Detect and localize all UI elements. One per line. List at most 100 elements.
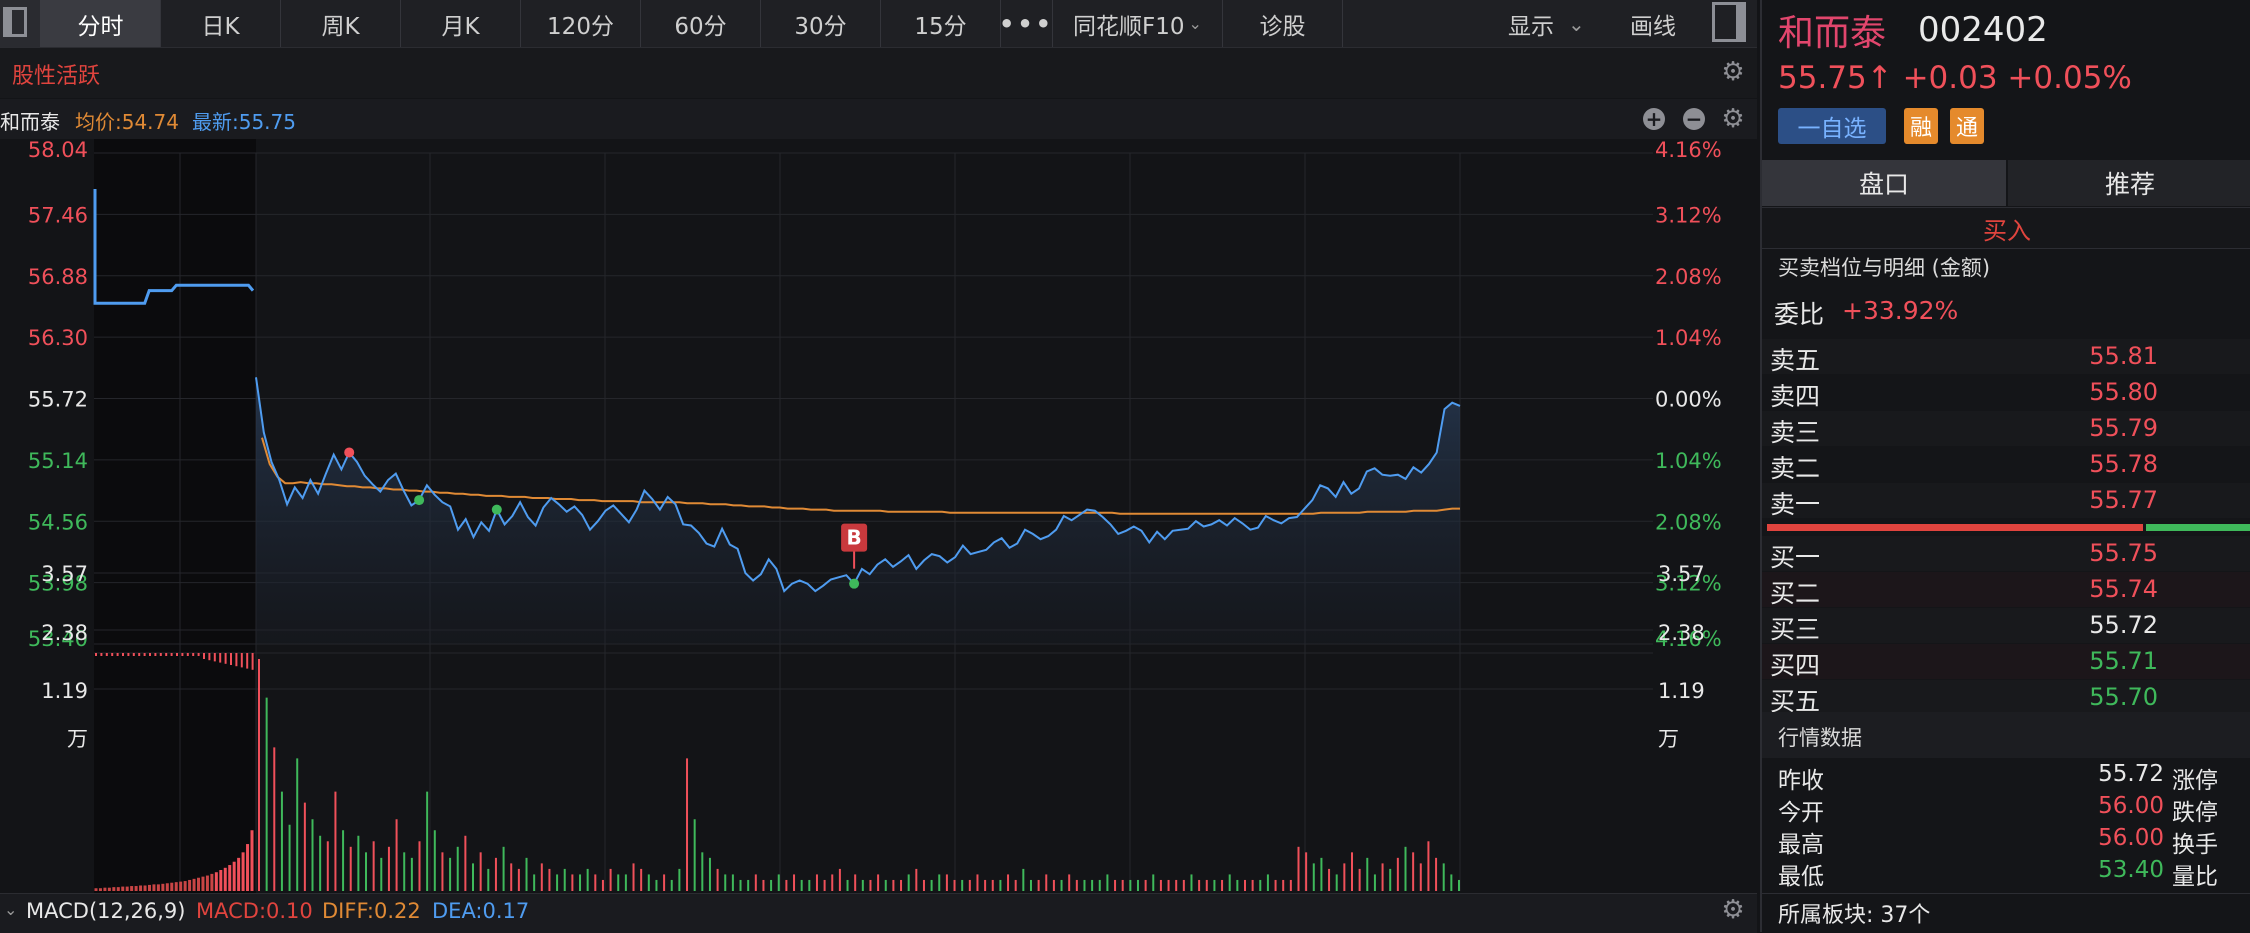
bid-price: 55.72 xyxy=(2089,611,2158,639)
volume-tick-label: 2.38 xyxy=(41,621,88,645)
percent-tick-label: 2.08% xyxy=(1655,510,1722,534)
intraday-chart[interactable]: 58.04 57.46 56.88 56.30 55.72 55.14 54.56 53.98… xyxy=(0,139,1757,893)
latest-price-label: 最新:55.75 xyxy=(192,110,296,134)
macd-value: MACD:0.10 xyxy=(196,899,313,923)
ask-row[interactable]: 卖二 55.78 xyxy=(1762,447,2250,483)
ask-row[interactable]: 卖四 55.80 xyxy=(1762,375,2250,411)
ask-row[interactable]: 卖三 55.79 xyxy=(1762,411,2250,447)
bid-row[interactable]: 买三 55.72 xyxy=(1762,608,2250,644)
market-data-title: 行情数据 xyxy=(1778,726,1862,750)
price-tick-label: 57.46 xyxy=(28,203,88,227)
tab-60min[interactable]: 60分 xyxy=(641,0,761,47)
sector-bar xyxy=(1762,893,2250,933)
trade-signal-dot[interactable] xyxy=(344,447,355,458)
display-dropdown[interactable]: 显示 ⌄ xyxy=(1508,0,1585,47)
bid-level-label: 买四 xyxy=(1770,651,1821,680)
price-tick-label: 54.56 xyxy=(28,510,88,534)
draw-lines-button[interactable]: 画线 xyxy=(1630,13,1676,40)
gear-icon[interactable]: ⚙ xyxy=(1721,104,1745,134)
margin-trading-badge[interactable]: 融 xyxy=(1904,108,1938,144)
zoom-out-icon[interactable]: − xyxy=(1683,108,1705,130)
diagnose-button[interactable]: 诊股 xyxy=(1223,0,1343,47)
market-value: 55.72 xyxy=(2098,761,2164,787)
tab-weekly-k[interactable]: 周K xyxy=(281,0,401,47)
tab-intraday[interactable]: 分时 xyxy=(41,0,161,47)
volume-tick-label: 3.57 xyxy=(41,562,88,586)
f10-dropdown[interactable]: 同花顺F10 ⌄ xyxy=(1053,0,1223,47)
market-label: 昨收 xyxy=(1778,768,1824,794)
bid-row[interactable]: 买二 55.74 xyxy=(1762,572,2250,608)
trade-signal-dot[interactable] xyxy=(491,504,502,515)
macd-name[interactable]: MACD(12,26,9) xyxy=(26,899,186,923)
bid-level-label: 买三 xyxy=(1770,615,1821,644)
chevron-down-icon: ⌄ xyxy=(1188,14,1202,33)
bid-price: 55.74 xyxy=(2089,575,2158,603)
ask-price: 55.79 xyxy=(2089,414,2158,442)
tab-15min[interactable]: 15分 xyxy=(881,0,1001,47)
order-ratio-value: +33.92% xyxy=(1842,296,1959,325)
bid-row[interactable]: 买一 55.75 xyxy=(1762,536,2250,572)
ask-level-label: 卖二 xyxy=(1770,454,1821,483)
pre-market-shade xyxy=(94,139,256,893)
bid-level-label: 买二 xyxy=(1770,579,1821,608)
order-ratio-sell-fill xyxy=(2146,524,2250,531)
trade-signal-dot[interactable] xyxy=(849,578,860,589)
stock-trait-bar xyxy=(0,48,1757,98)
bid-price: 55.75 xyxy=(2089,539,2158,567)
ask-row[interactable]: 卖五 55.81 xyxy=(1762,339,2250,375)
buy-signal-badge[interactable] xyxy=(841,523,868,552)
price-tick-label: 56.30 xyxy=(28,326,88,350)
tab-daily-k[interactable]: 日K xyxy=(161,0,281,47)
tab-monthly-k[interactable]: 月K xyxy=(401,0,521,47)
price-tick-label: 53.98 xyxy=(28,572,88,596)
percent-tick-label: 2.08% xyxy=(1655,265,1722,289)
price-tick-label: 55.14 xyxy=(28,449,88,473)
chevron-down-icon: ⌄ xyxy=(1568,11,1585,36)
ask-price: 55.77 xyxy=(2089,486,2158,514)
stock-connect-badge[interactable]: 通 xyxy=(1950,108,1984,144)
stock-code: 002402 xyxy=(1918,10,2048,50)
f10-label: 同花顺F10 xyxy=(1073,13,1185,40)
volume-tick-label: 1.19 xyxy=(41,679,88,703)
volume-tick-label: 万 xyxy=(67,727,88,751)
market-label: 今开 xyxy=(1778,800,1824,826)
tab-30min[interactable]: 30分 xyxy=(761,0,881,47)
buy-button[interactable]: 买入 xyxy=(1762,207,2250,249)
volume-tick-label: 2.38 xyxy=(1658,621,1705,645)
market-data-row: 最低 53.40 量比 xyxy=(1762,857,2250,890)
ask-row[interactable]: 卖一 55.77 xyxy=(1762,483,2250,519)
percent-tick-label: 1.04% xyxy=(1655,449,1722,473)
tab-recommend[interactable]: 推荐 xyxy=(2008,160,2250,206)
panel-icon xyxy=(3,7,27,37)
bid-level-label: 买一 xyxy=(1770,543,1821,572)
macd-bar xyxy=(0,893,1757,933)
ask-price: 55.80 xyxy=(2089,378,2158,406)
gear-icon[interactable]: ⚙ xyxy=(1721,895,1745,925)
more-periods-button[interactable]: ••• xyxy=(999,0,1053,47)
toggle-left-panel-button[interactable] xyxy=(0,0,41,47)
price-area-fill xyxy=(256,377,1460,644)
bid-row[interactable]: 买五 55.70 xyxy=(1762,680,2250,716)
chart-header xyxy=(0,99,1757,139)
gear-icon[interactable]: ⚙ xyxy=(1721,57,1745,87)
tab-orderbook[interactable]: 盘口 xyxy=(1762,160,2006,206)
percent-tick-label: 0.00% xyxy=(1655,388,1722,412)
market-data-row: 今开 56.00 跌停 xyxy=(1762,793,2250,826)
price-tick-label: 58.04 xyxy=(28,139,88,162)
avg-price-label: 均价:54.74 xyxy=(75,110,179,134)
zoom-in-icon[interactable]: + xyxy=(1643,108,1665,130)
volume-tick-label: 1.19 xyxy=(1658,679,1705,703)
quote-tabs: 盘口 推荐 xyxy=(1762,160,2250,206)
tab-120min[interactable]: 120分 xyxy=(521,0,641,47)
trade-signal-dot[interactable] xyxy=(414,495,425,506)
market-right-label: 涨停 xyxy=(2172,768,2218,794)
diff-value: DIFF:0.22 xyxy=(322,899,421,923)
orderbook-title: 买卖档位与明细 (金额) xyxy=(1778,256,1991,280)
ask-level-label: 卖四 xyxy=(1770,382,1821,411)
add-watchlist-button[interactable]: 一自选 xyxy=(1778,108,1886,144)
average-price-line xyxy=(261,437,1460,515)
chevron-down-icon[interactable]: ⌄ xyxy=(4,900,18,919)
toggle-right-panel-button[interactable] xyxy=(1712,2,1746,42)
bid-row[interactable]: 买四 55.71 xyxy=(1762,644,2250,680)
sector-count[interactable]: 所属板块: 37个 xyxy=(1778,903,1931,928)
